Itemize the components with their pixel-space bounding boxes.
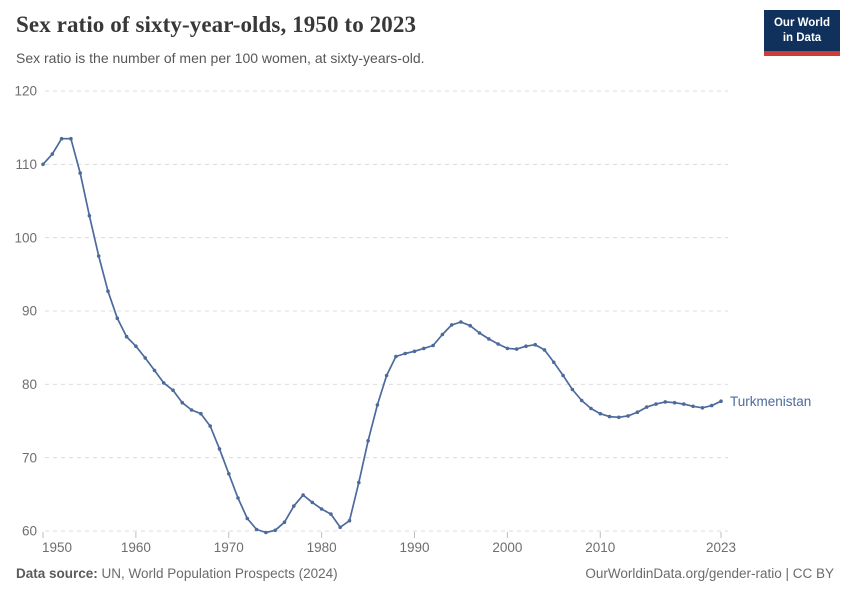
svg-text:1960: 1960 <box>121 540 151 555</box>
series-label-turkmenistan[interactable]: Turkmenistan <box>730 394 811 409</box>
x-axis-labels: 1950 1960 1970 1980 1990 2000 2010 2023 <box>42 540 736 555</box>
svg-text:2023: 2023 <box>706 540 736 555</box>
chart-title: Sex ratio of sixty-year-olds, 1950 to 20… <box>16 12 417 37</box>
data-source-label: Data source: <box>16 566 98 581</box>
svg-text:1950: 1950 <box>42 540 72 555</box>
owid-logo[interactable]: Our World in Data <box>764 10 840 56</box>
svg-text:110: 110 <box>15 157 37 172</box>
svg-text:1980: 1980 <box>307 540 337 555</box>
data-source: Data source: UN, World Population Prospe… <box>16 566 338 581</box>
gridlines <box>45 90 728 532</box>
x-axis-ticks <box>42 532 722 538</box>
data-source-value: UN, World Population Prospects (2024) <box>101 566 338 581</box>
series-points-turkmenistan[interactable] <box>41 136 723 535</box>
svg-text:1990: 1990 <box>399 540 429 555</box>
chart-subtitle: Sex ratio is the number of men per 100 w… <box>16 50 425 66</box>
svg-text:70: 70 <box>22 450 37 465</box>
svg-text:2000: 2000 <box>492 540 522 555</box>
chart-footer: Data source: UN, World Population Prospe… <box>16 566 834 584</box>
svg-text:80: 80 <box>22 377 37 392</box>
svg-text:2010: 2010 <box>585 540 615 555</box>
svg-text:100: 100 <box>14 230 37 245</box>
svg-text:1970: 1970 <box>214 540 244 555</box>
footer-rights-link[interactable]: OurWorldinData.org/gender-ratio | CC BY <box>585 566 834 581</box>
svg-text:60: 60 <box>22 524 37 539</box>
owid-logo-text: Our World in Data <box>764 10 840 51</box>
svg-text:90: 90 <box>22 304 37 319</box>
y-axis-labels: 60 70 80 90 100 110 120 <box>14 84 37 539</box>
owid-logo-red-bar <box>764 50 840 56</box>
series-line-turkmenistan[interactable] <box>42 137 722 534</box>
svg-text:120: 120 <box>14 84 37 99</box>
